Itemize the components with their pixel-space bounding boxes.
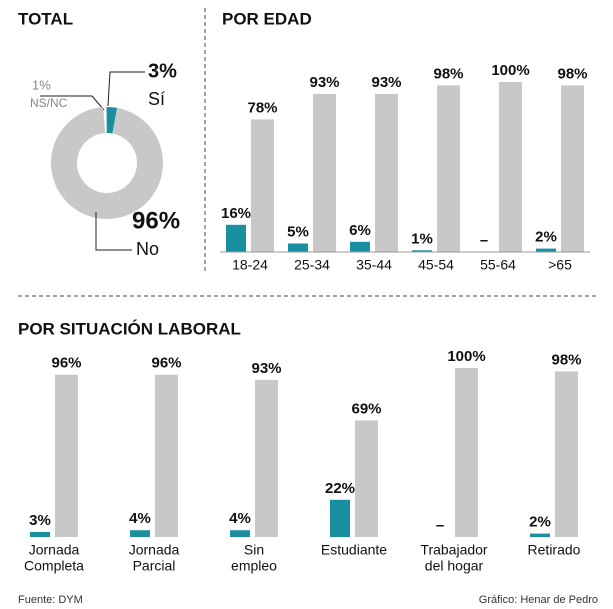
value-label: 6%	[349, 222, 371, 239]
value-label: 22%	[325, 480, 355, 497]
bar	[437, 85, 460, 253]
source: Fuente: DYM	[18, 594, 83, 606]
x-tick-label: Estudiante	[321, 542, 387, 558]
bar	[561, 85, 584, 253]
value-label: 96%	[51, 355, 81, 372]
bar	[30, 531, 50, 537]
value-label: 69%	[351, 400, 381, 417]
x-tick-label: empleo	[231, 558, 277, 574]
x-tick-label: Sin	[244, 542, 264, 558]
x-tick-label: Parcial	[133, 558, 176, 574]
value-label: 78%	[247, 99, 277, 116]
value-label: 98%	[557, 65, 587, 82]
x-tick-label: 35-44	[356, 257, 392, 273]
x-tick-label: del hogar	[425, 558, 484, 574]
value-label: 93%	[309, 74, 339, 91]
slice-label: NS/NC	[30, 96, 68, 110]
bar	[251, 119, 274, 253]
leader-line	[95, 212, 132, 251]
value-label: 100%	[491, 62, 529, 79]
bar	[499, 82, 522, 252]
slice	[51, 107, 163, 220]
value-label: 98%	[551, 351, 581, 368]
x-tick-label: Jornada	[29, 542, 80, 558]
value-label: 98%	[433, 65, 463, 82]
value-label: –	[436, 517, 444, 534]
x-tick-label: Completa	[24, 558, 84, 574]
value-label: 100%	[447, 348, 485, 365]
value-label: 2%	[529, 514, 551, 531]
bar	[355, 420, 378, 537]
value-label: 16%	[221, 205, 251, 222]
bar	[412, 250, 432, 252]
x-tick-label: 18-24	[232, 257, 268, 273]
bar	[255, 379, 278, 537]
bar	[130, 530, 150, 537]
slice	[106, 107, 118, 134]
value-label: 93%	[251, 360, 281, 377]
bar	[313, 93, 336, 253]
bar	[536, 248, 556, 252]
value-label: 1%	[411, 230, 433, 247]
bar	[350, 241, 370, 252]
x-tick-label: >65	[548, 257, 572, 273]
chart-title: POR SITUACIÓN LABORAL	[18, 319, 241, 338]
slice-label: No	[136, 239, 159, 259]
value-label: 5%	[287, 223, 309, 240]
x-tick-label: Jornada	[129, 542, 180, 558]
bar	[226, 224, 246, 252]
x-tick-label: 55-64	[480, 257, 516, 273]
bar	[455, 368, 478, 537]
x-tick-label: 45-54	[418, 257, 454, 273]
slice-label: Sí	[148, 89, 165, 109]
bar	[288, 243, 308, 252]
value-label: 3%	[29, 512, 51, 529]
x-tick-label: Trabajador	[420, 542, 488, 558]
slice	[102, 106, 108, 134]
credit: Gráfico: Henar de Pedro	[479, 594, 598, 606]
bar	[330, 499, 350, 537]
value-label: 96%	[132, 207, 180, 234]
x-tick-label: Retirado	[528, 542, 581, 558]
leader-line	[40, 95, 105, 111]
value-label: 1%	[32, 77, 51, 92]
value-label: 3%	[148, 60, 177, 82]
bar	[375, 93, 398, 253]
bar	[55, 374, 78, 537]
chart-title: TOTAL	[18, 9, 73, 28]
x-tick-label: 25-34	[294, 257, 330, 273]
bar	[155, 374, 178, 537]
chart-title: POR EDAD	[222, 9, 312, 28]
value-label: 4%	[129, 510, 151, 527]
bar	[230, 530, 250, 537]
leader-line	[107, 71, 145, 107]
value-label: –	[480, 232, 488, 249]
value-label: 2%	[535, 229, 557, 246]
bar	[555, 371, 578, 537]
bar	[530, 533, 550, 537]
value-label: 4%	[229, 510, 251, 527]
value-label: 96%	[151, 355, 181, 372]
value-label: 93%	[371, 74, 401, 91]
